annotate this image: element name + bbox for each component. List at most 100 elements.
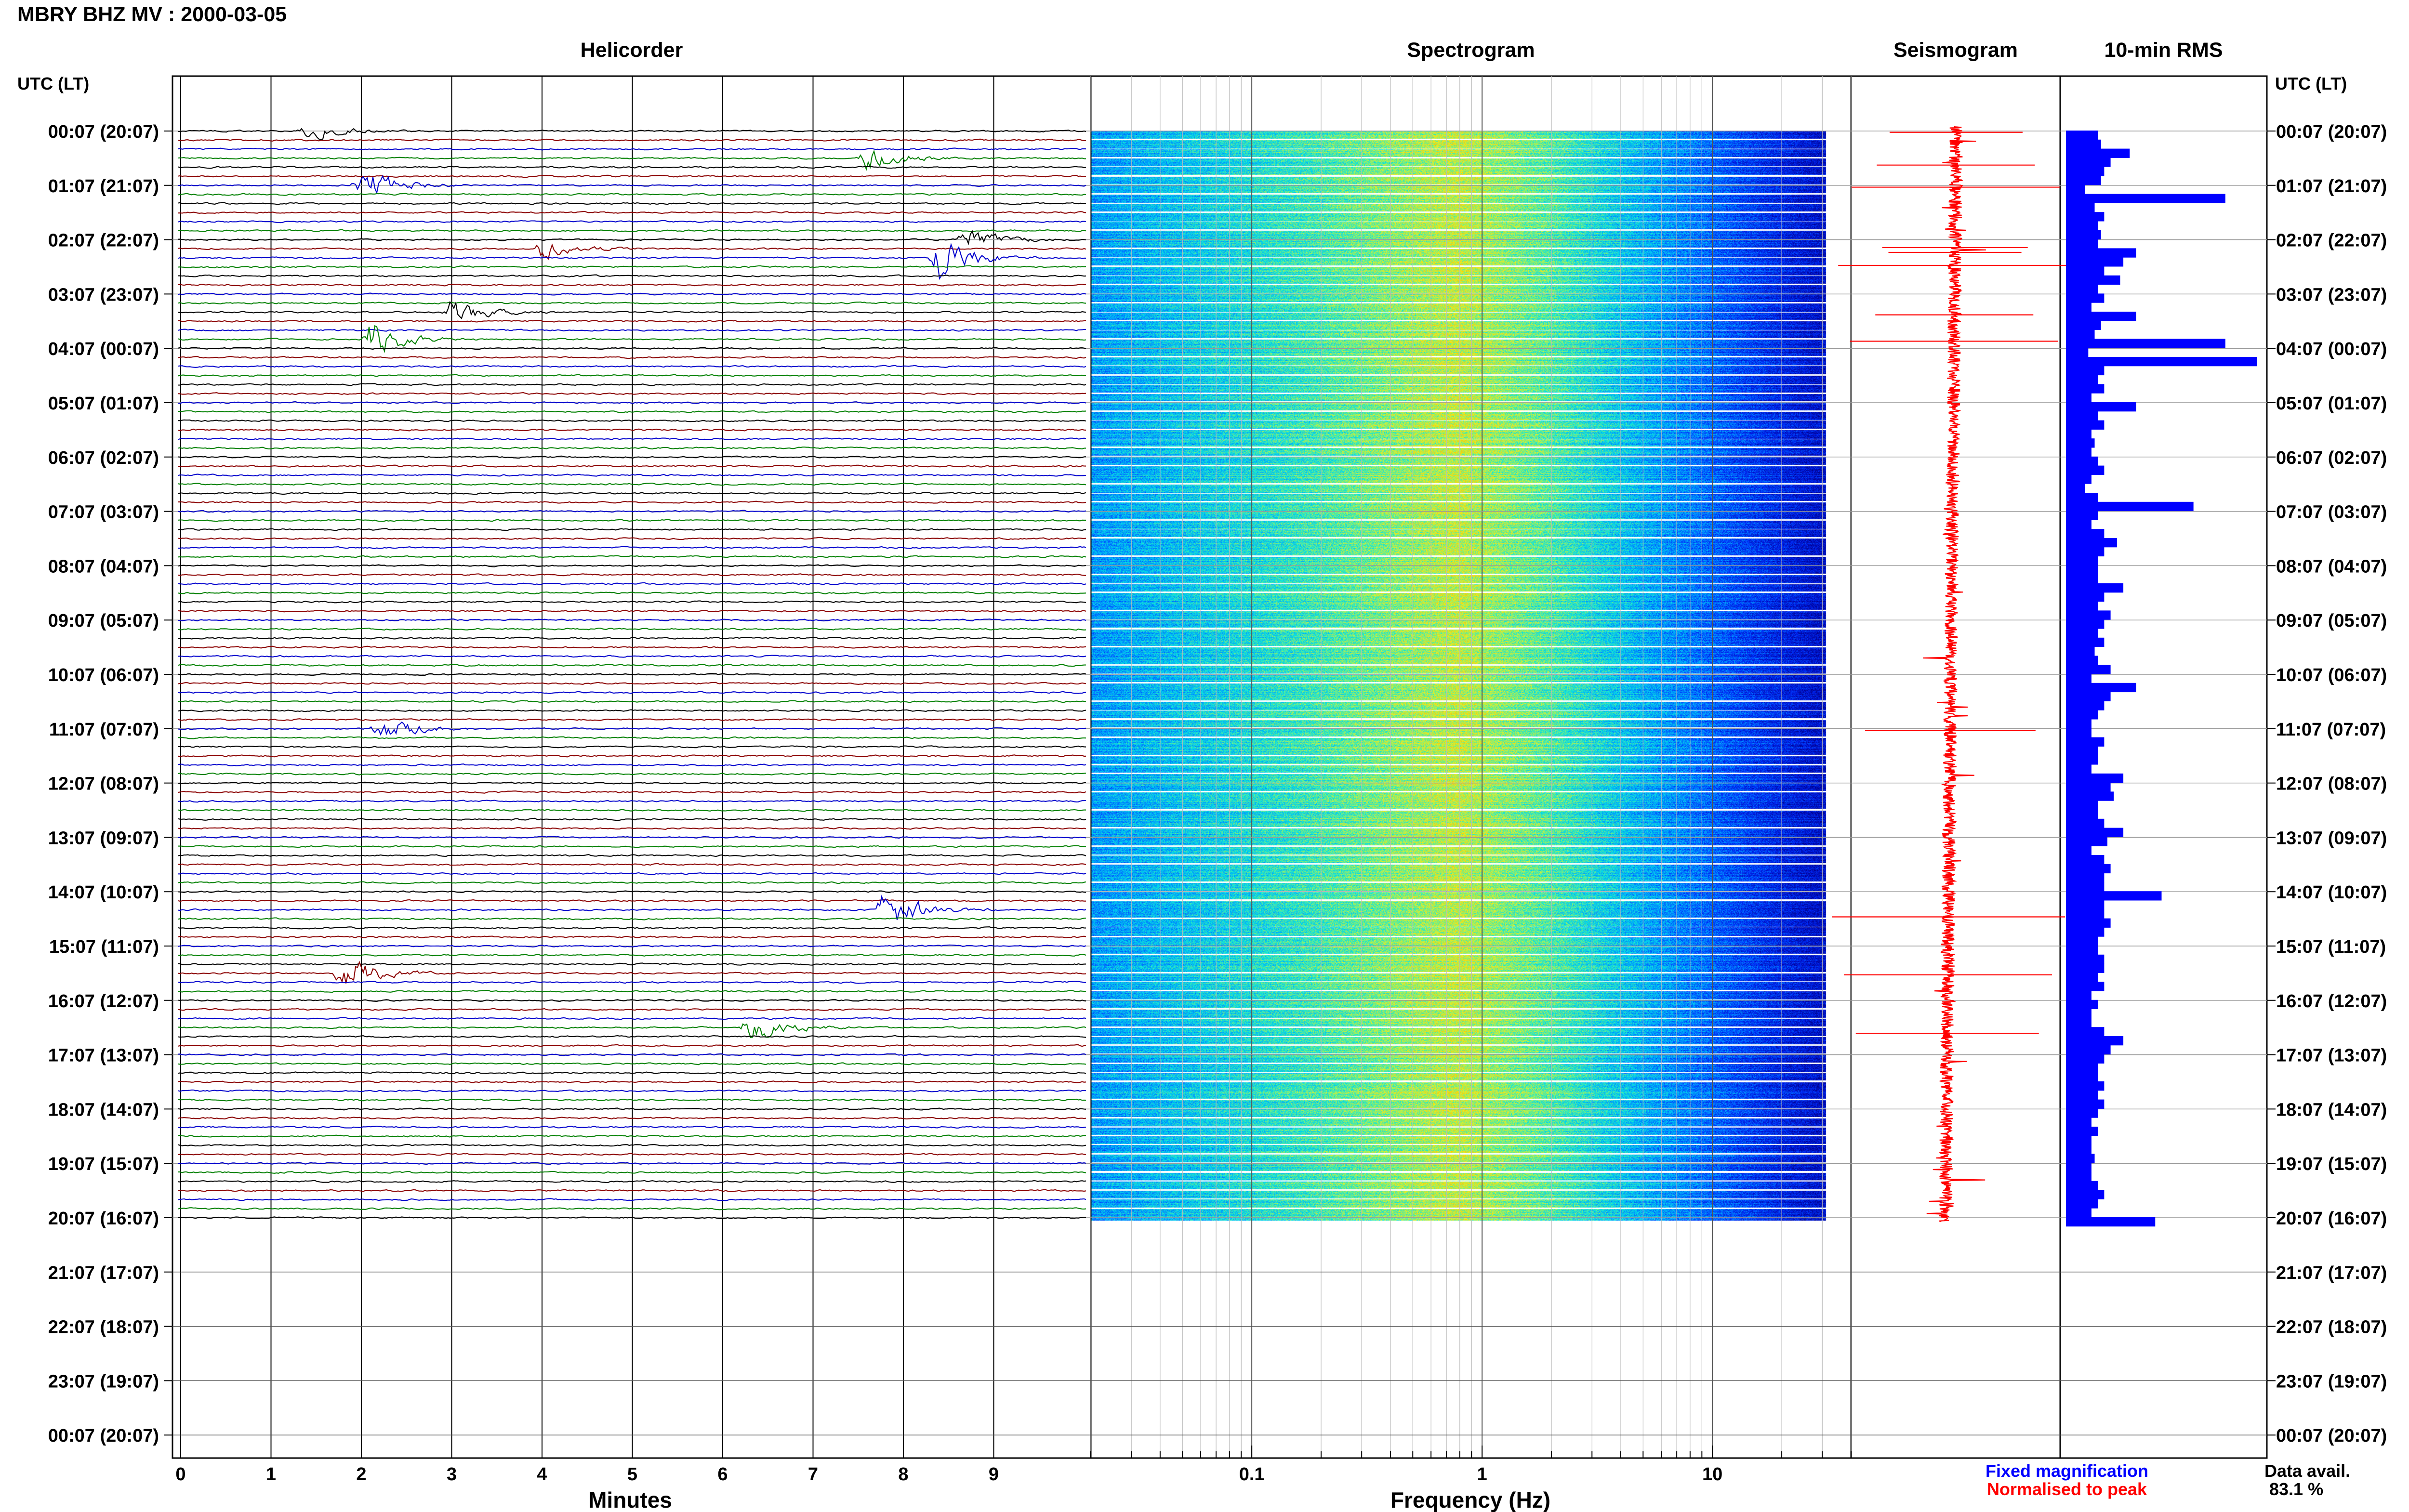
rms-bar: [2066, 167, 2105, 176]
seismogram-title: Seismogram: [1893, 39, 2018, 62]
rms-bar: [2066, 900, 2105, 910]
rms-bar: [2066, 601, 2098, 611]
rms-bar: [2066, 511, 2098, 520]
time-label-right: 07:07 (03:07): [2276, 502, 2387, 523]
rms-bar: [2066, 855, 2105, 865]
helicorder-trace: [178, 953, 1086, 957]
rms-bar: [2066, 293, 2105, 303]
rms-bar: [2066, 963, 2105, 973]
helicorder-trace: [178, 510, 1086, 513]
helicorder-trace: [178, 808, 1086, 812]
time-label-left: 05:07 (01:07): [48, 394, 159, 414]
frequency-tick-label: 1: [1477, 1464, 1487, 1485]
helicorder-trace: [178, 836, 1086, 839]
rms-bar: [2066, 1154, 2095, 1163]
rms-bar: [2066, 257, 2124, 267]
rms-bar: [2066, 656, 2098, 665]
helicorder-trace: [178, 962, 1086, 966]
time-label-right: 12:07 (08:07): [2276, 774, 2387, 794]
helicorder-trace: [178, 383, 1086, 386]
helicorder-trace: [178, 899, 1086, 903]
helicorder-trace: [178, 229, 1086, 232]
rms-bar: [2066, 846, 2091, 855]
time-label-right: 06:07 (02:07): [2276, 448, 2387, 468]
helicorder-trace: [178, 1180, 1086, 1183]
helicorder-trace: [178, 1008, 1086, 1011]
legend-fixed-magnification: Fixed magnification: [1985, 1461, 2148, 1481]
helicorder-trace: [178, 193, 1086, 196]
rms-bar: [2066, 999, 2098, 1010]
rms-bar: [2066, 818, 2105, 828]
helicorder-trace: [178, 410, 1086, 413]
time-label-right: 20:07 (16:07): [2276, 1209, 2387, 1229]
helicorder-trace: [178, 591, 1086, 594]
helicorder-trace: [178, 319, 1086, 323]
helicorder-trace: [178, 736, 1086, 739]
time-label-left: 16:07 (12:07): [48, 991, 159, 1012]
rms-bar: [2066, 737, 2105, 747]
helicorder-trace: [178, 1023, 1086, 1038]
rms-bar: [2066, 828, 2124, 837]
rms-bar: [2066, 248, 2136, 258]
time-label-left: 18:07 (14:07): [48, 1100, 159, 1120]
helicorder-trace: [178, 302, 1086, 305]
rms-bar: [2066, 474, 2091, 484]
helicorder-trace: [178, 609, 1086, 613]
rms-bar: [2066, 547, 2105, 557]
rms-bar: [2066, 131, 2098, 140]
helicorder-trace: [178, 175, 1086, 195]
helicorder-trace: [178, 709, 1086, 712]
helicorder-trace: [178, 555, 1086, 558]
rms-bar: [2066, 493, 2098, 502]
helicorder-frame: [172, 75, 1092, 1459]
rms-bar: [2066, 755, 2098, 765]
helicorder-trace: [178, 274, 1086, 277]
rms-bar: [2066, 465, 2105, 475]
rms-bar: [2066, 1135, 2091, 1145]
data-availability-label: Data avail.: [2264, 1461, 2350, 1481]
helicorder-trace: [178, 325, 1086, 354]
rms-bar: [2066, 239, 2098, 249]
rms-bar: [2066, 1063, 2098, 1073]
time-label-right: 17:07 (13:07): [2276, 1046, 2387, 1066]
time-label-right: 16:07 (12:07): [2276, 991, 2387, 1012]
time-label-left: 13:07 (09:07): [48, 828, 159, 848]
rms-bar: [2066, 1217, 2156, 1227]
time-label-right: 15:07 (11:07): [2276, 937, 2386, 957]
helicorder-trace: [178, 482, 1086, 486]
helicorder-trace: [178, 128, 1086, 140]
rms-bar: [2066, 1181, 2098, 1191]
rms-bar: [2066, 982, 2105, 991]
rms-bar: [2066, 484, 2085, 493]
rms-bar: [2066, 728, 2091, 738]
time-axis-caption-right: UTC (LT): [2275, 74, 2347, 93]
helicorder-trace: [178, 700, 1086, 703]
time-label-left: 07:07 (03:07): [48, 502, 159, 523]
rms-bar: [2066, 529, 2105, 539]
helicorder-trace: [178, 329, 1086, 332]
minute-tick-label: 5: [627, 1464, 637, 1485]
time-label-left: 04:07 (00:07): [48, 339, 159, 359]
rms-bar: [2066, 701, 2105, 710]
helicorder-trace: [178, 722, 1086, 736]
rms-bar: [2066, 1144, 2091, 1154]
minute-tick-label: 7: [808, 1464, 818, 1485]
rms-bar: [2066, 592, 2105, 602]
rms-bar: [2066, 710, 2098, 720]
rms-title: 10-min RMS: [2104, 39, 2223, 62]
helicorder-trace: [178, 718, 1086, 721]
rms-bar: [2066, 275, 2120, 285]
rms-bar: [2066, 692, 2111, 701]
rms-bar: [2066, 212, 2105, 222]
helicorder-trace: [178, 537, 1086, 540]
time-label-right: 22:07 (18:07): [2276, 1317, 2387, 1338]
rms-bar: [2066, 348, 2089, 357]
helicorder-trace: [178, 1044, 1086, 1047]
rms-bar: [2066, 1081, 2105, 1091]
frequency-tick-label: 0.1: [1239, 1464, 1265, 1485]
rms-frame: [2059, 75, 2268, 1459]
helicorder-trace: [178, 917, 1086, 920]
helicorder-trace: [178, 781, 1086, 785]
rms-bar: [2066, 936, 2098, 946]
rms-bar: [2066, 139, 2101, 149]
